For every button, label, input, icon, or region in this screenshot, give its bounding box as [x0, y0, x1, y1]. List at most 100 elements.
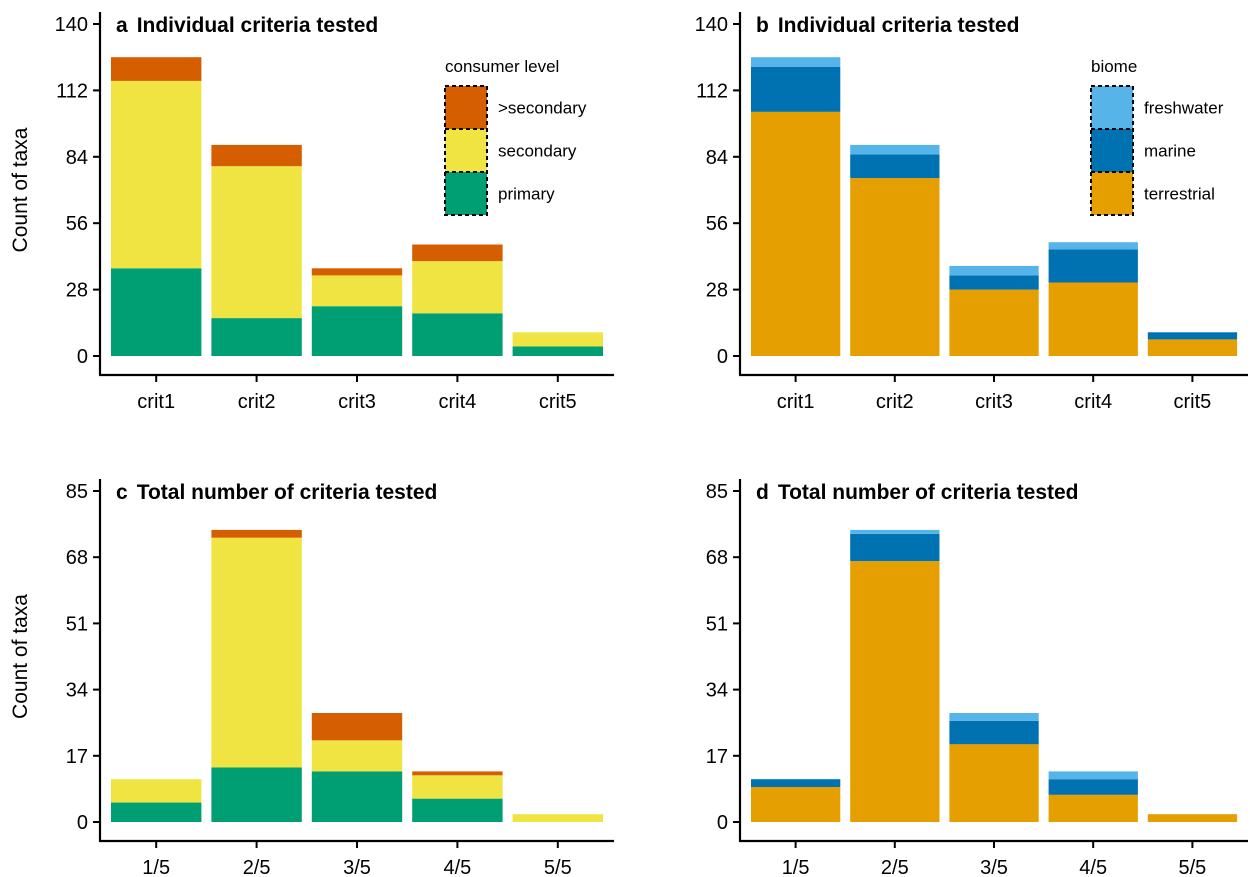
y-tick-label: 28	[66, 280, 88, 302]
y-axis-label: Count of taxa	[9, 594, 32, 719]
y-tick-label: 112	[696, 80, 728, 102]
x-tick-label: crit4	[439, 391, 477, 413]
bar-3-5-freshwater	[949, 713, 1039, 721]
panel-a: 0 28 56 84 112 140 crit1 crit2 crit3 crit4 crit5 a I…	[9, 12, 614, 413]
panel-letter: c	[116, 481, 128, 504]
panel-b: 0 28 56 84 112 140 crit1 crit2 crit3 crit4 crit5 b I…	[695, 12, 1248, 413]
bar-crit2-gtsecondary	[211, 144, 302, 167]
y-tick-label: 51	[706, 613, 728, 635]
y-tick-label: 85	[66, 481, 88, 503]
x-tick-label: crit5	[1174, 391, 1212, 413]
bar-crit4-gtsecondary	[412, 244, 503, 262]
bar-crit3-marine	[949, 275, 1039, 290]
panel-title-text: Individual criteria tested	[137, 14, 379, 37]
x-tick-label: crit3	[975, 391, 1013, 413]
legend-border	[444, 85, 488, 216]
y-tick-label: 34	[706, 680, 728, 702]
legend-title: consumer level	[445, 57, 559, 76]
bar-crit3-primary	[311, 306, 403, 356]
bar-crit3-gtsecondary	[311, 268, 403, 276]
bar-4-5-marine	[1048, 779, 1138, 795]
legend-key	[445, 86, 487, 129]
bar-4-5-secondary	[412, 775, 503, 799]
bar-crit2-terrestrial	[850, 178, 940, 356]
legend-border	[1090, 85, 1134, 216]
x-tick-label: 1/5	[782, 857, 810, 877]
bar-crit1-marine	[751, 66, 841, 112]
bar-crit2-secondary	[211, 166, 302, 319]
bar-crit5-secondary	[512, 332, 603, 347]
legend-key	[1091, 172, 1133, 215]
bar-crit3-secondary	[311, 275, 403, 307]
x-tick-label: crit3	[338, 391, 376, 413]
x-tick-label: 3/5	[980, 857, 1008, 877]
legend-title: biome	[1091, 57, 1137, 76]
bar-1-5-primary	[111, 802, 202, 822]
legend-label: >secondary	[498, 99, 587, 118]
panel-letter: d	[756, 481, 769, 504]
y-tick-label: 140	[55, 14, 88, 36]
bar-crit1-primary	[111, 268, 202, 356]
bar-crit3-freshwater	[949, 265, 1039, 276]
bar-1-5-marine	[751, 779, 841, 787]
y-tick-label: 0	[77, 812, 88, 834]
legend-biome: biome freshwater marine terrestrial	[1090, 57, 1224, 216]
panel-c: 0 17 34 51 68 85 1/5 2/5 3/5 4/5 5/5 c Total number …	[9, 479, 614, 877]
x-tick-label: 4/5	[1079, 857, 1107, 877]
bar-crit5-marine	[1147, 332, 1238, 340]
bar-crit4-marine	[1048, 249, 1138, 283]
x-tick-label: crit5	[539, 391, 577, 413]
y-tick-label: 28	[706, 280, 728, 302]
y-tick-label: 34	[66, 680, 88, 702]
y-tick-label: 0	[77, 346, 88, 368]
bar-crit1-terrestrial	[751, 111, 841, 356]
bar-crit2-marine	[850, 154, 940, 179]
bar-crit4-freshwater	[1048, 242, 1138, 250]
bar-crit5-terrestrial	[1147, 339, 1238, 356]
bar-2-5-secondary	[211, 537, 302, 768]
bar-crit4-primary	[412, 313, 503, 356]
legend-key	[445, 129, 487, 172]
bar-2-5-marine	[850, 533, 940, 562]
bar-crit4-secondary	[412, 261, 503, 314]
bar-4-5-primary	[412, 798, 503, 822]
bar-5-5-secondary	[512, 814, 603, 822]
bar-3-5-marine	[949, 720, 1039, 745]
panel-title: c Total number of criteria tested	[116, 481, 437, 504]
bar-4-5-gtsecondary	[412, 771, 503, 776]
y-tick-label: 68	[706, 547, 728, 569]
panel-title-text: Individual criteria tested	[778, 14, 1020, 37]
bar-1-5-terrestrial	[751, 787, 841, 822]
panel-d: 0 17 34 51 68 85 1/5 2/5 3/5 4/5 5/5 d Total number …	[706, 479, 1248, 877]
y-tick-label: 0	[717, 812, 728, 834]
x-tick-label: 3/5	[343, 857, 371, 877]
bar-2-5-terrestrial	[850, 561, 940, 822]
x-tick-label: 2/5	[881, 857, 909, 877]
y-tick-label: 0	[717, 346, 728, 368]
bar-crit5-primary	[512, 346, 603, 356]
bar-3-5-gtsecondary	[311, 713, 403, 741]
bar-2-5-gtsecondary	[211, 529, 302, 538]
panel-letter: b	[756, 14, 769, 37]
y-tick-label: 85	[706, 481, 728, 503]
x-tick-label: crit1	[137, 391, 175, 413]
panel-letter: a	[116, 14, 128, 37]
bar-crit2-freshwater	[850, 144, 940, 155]
legend-label: marine	[1144, 142, 1196, 161]
bar-5-5-terrestrial	[1147, 814, 1238, 822]
bar-4-5-terrestrial	[1048, 794, 1138, 822]
panel-title-text: Total number of criteria tested	[778, 481, 1079, 504]
panel-title: d Total number of criteria tested	[756, 481, 1079, 504]
bar-crit3-terrestrial	[949, 289, 1039, 356]
bar-crit1-secondary	[111, 80, 202, 269]
bar-crit1-gtsecondary	[111, 57, 202, 81]
bar-4-5-freshwater	[1048, 771, 1138, 780]
bar-crit4-terrestrial	[1048, 282, 1138, 356]
x-tick-label: crit4	[1074, 391, 1112, 413]
y-tick-label: 112	[56, 80, 88, 102]
y-axis-label: Count of taxa	[9, 127, 32, 252]
y-tick-label: 17	[66, 746, 88, 768]
panel-title-text: Total number of criteria tested	[137, 481, 438, 504]
y-tick-label: 56	[706, 213, 728, 235]
